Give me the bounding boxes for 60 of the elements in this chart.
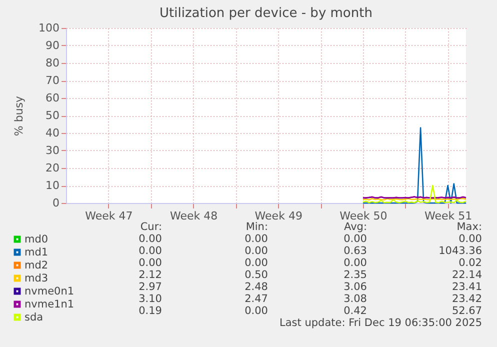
text: 0.00 xyxy=(458,233,482,245)
text: 0.19 xyxy=(138,305,162,317)
text: 2.12 xyxy=(138,269,162,281)
x-tick-label: Week 47 xyxy=(85,210,133,222)
legend-label: sda xyxy=(24,311,44,324)
y-tick-label: 50 xyxy=(46,109,60,122)
y-tick-label: 30 xyxy=(46,144,60,157)
text: 2.35 xyxy=(344,269,367,281)
x-tick-label: Week 50 xyxy=(340,210,388,222)
text: 0.00 xyxy=(344,257,367,269)
text: 0.00 xyxy=(138,233,162,245)
y-tick-label: 40 xyxy=(46,126,60,140)
text: 23.41 xyxy=(452,281,482,293)
x-tick-label: Week 49 xyxy=(254,210,302,222)
text: 3.06 xyxy=(344,281,368,293)
text: 0.00 xyxy=(138,245,162,257)
y-tick-label: 10 xyxy=(46,179,60,192)
text: 0.50 xyxy=(244,269,268,281)
text: 1043.36 xyxy=(438,245,482,257)
line-series xyxy=(362,184,467,204)
text: Last update: Fri Dec 19 06:35:00 2025 xyxy=(280,317,482,329)
text: 0.42 xyxy=(344,305,367,317)
text: 0.02 xyxy=(458,257,482,269)
text: 52.67 xyxy=(452,305,482,317)
y-tick-label: 70 xyxy=(46,74,60,87)
y-tick-label: 90 xyxy=(46,39,60,52)
legend-label: md2 xyxy=(24,259,48,272)
legend-label: md1 xyxy=(24,246,48,258)
text: 2.97 xyxy=(138,281,162,293)
text: 0.00 xyxy=(244,257,268,269)
y-tick-label: 20 xyxy=(46,162,60,174)
text: 22.14 xyxy=(452,269,482,281)
text: 23.42 xyxy=(452,293,482,305)
legend-label: md0 xyxy=(24,233,48,246)
legend-label: nvme1n1 xyxy=(24,298,74,310)
y-tick-label: 80 xyxy=(46,56,60,70)
text: Max: xyxy=(456,221,482,233)
text: 0.63 xyxy=(344,245,367,257)
y-tick-label: 100 xyxy=(38,22,60,34)
x-tick-label: Week 51 xyxy=(424,210,472,222)
text: 0.00 xyxy=(344,233,367,245)
legend-label: md3 xyxy=(24,272,48,284)
y-tick-label: 0 xyxy=(52,196,60,210)
text: Cur: xyxy=(140,221,162,233)
line-series xyxy=(362,127,467,204)
chart-title: Utilization per device - by month xyxy=(160,6,372,21)
text: Avg: xyxy=(344,221,367,233)
text: 0.00 xyxy=(244,233,268,245)
y-axis-title: % busy xyxy=(12,95,26,136)
x-tick-label: Week 48 xyxy=(170,210,218,222)
text: 0.00 xyxy=(244,245,268,257)
text: 3.10 xyxy=(138,293,162,305)
text: Min: xyxy=(246,221,268,233)
text: 0.00 xyxy=(138,257,162,269)
y-tick-label: 60 xyxy=(46,92,60,104)
text: 3.08 xyxy=(344,293,367,305)
text: 2.47 xyxy=(244,293,268,305)
text: 2.48 xyxy=(244,281,268,293)
text: 0.00 xyxy=(244,305,268,317)
legend-label: nvme0n1 xyxy=(24,285,74,298)
